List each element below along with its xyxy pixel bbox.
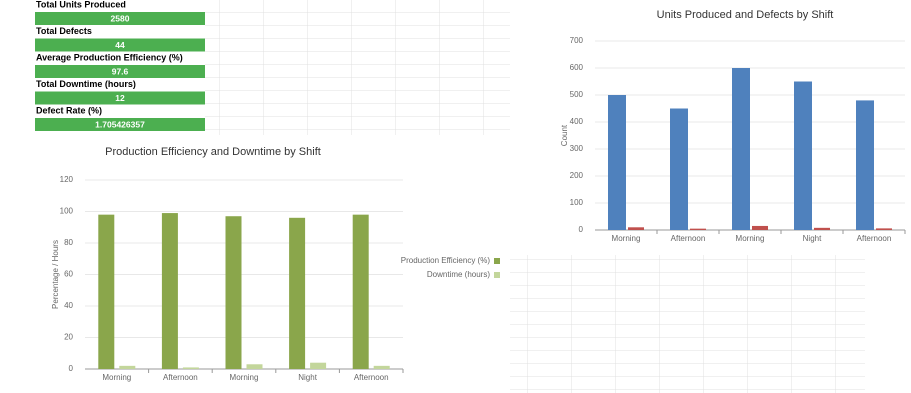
- legend-swatch: [494, 272, 500, 278]
- y-tick-label: 700: [570, 36, 584, 45]
- kpi-value: 2580: [111, 13, 130, 23]
- y-tick-label: 40: [64, 301, 73, 310]
- x-tick-label: Morning: [612, 234, 641, 243]
- kpi-label: Total Units Produced: [36, 0, 126, 9]
- x-tick-label: Afternoon: [163, 373, 198, 382]
- kpi-value: 1.705426357: [95, 119, 145, 129]
- bar: [289, 217, 306, 369]
- bar: [876, 228, 892, 230]
- y-tick-label: 100: [570, 198, 584, 207]
- bar: [608, 95, 626, 230]
- chart-efficiency: Production Efficiency and Downtime by Sh…: [35, 135, 510, 393]
- kpi-cell: [35, 12, 205, 25]
- kpi-block: Total Units Produced 2580 Total Defects 44 A…: [35, 0, 205, 131]
- chart-title: Production Efficiency and Downtime by Sh…: [105, 146, 321, 158]
- y-axis-label: Percentage / Hours: [51, 240, 60, 309]
- bar: [628, 227, 644, 230]
- bar: [246, 364, 263, 369]
- bar: [373, 365, 390, 369]
- y-tick-label: 120: [60, 175, 74, 184]
- bar: [352, 214, 369, 369]
- x-tick-label: Afternoon: [857, 234, 892, 243]
- legend-label: Downtime (hours): [427, 270, 490, 279]
- bar: [310, 362, 327, 369]
- y-axis-label: Count: [560, 124, 569, 146]
- y-tick-label: 80: [64, 238, 73, 247]
- y-tick-label: 0: [579, 225, 584, 234]
- cell-grid: [205, 0, 510, 135]
- legend-swatch: [494, 258, 500, 264]
- bar: [856, 100, 874, 231]
- chart-title: Units Produced and Defects by Shift: [657, 9, 834, 21]
- bar: [98, 214, 115, 369]
- x-tick-label: Afternoon: [354, 373, 389, 382]
- bar: [225, 216, 242, 369]
- kpi-label: Average Production Efficiency (%): [36, 52, 183, 62]
- bar: [119, 365, 136, 369]
- kpi-value: 97.6: [112, 66, 129, 76]
- kpi-cell: [35, 65, 205, 78]
- bar: [161, 213, 178, 369]
- bar: [182, 367, 199, 369]
- bar: [670, 108, 688, 230]
- kpi-cell: [35, 91, 205, 105]
- x-tick-label: Night: [298, 373, 317, 382]
- x-tick-label: Morning: [736, 234, 765, 243]
- bar: [732, 68, 750, 230]
- legend-label: Production Efficiency (%): [401, 256, 491, 265]
- chart-units: Units Produced and Defects by Shift Count…: [510, 0, 911, 250]
- kpi-cell: [35, 38, 205, 52]
- x-tick-label: Night: [803, 234, 822, 243]
- chart-area: [510, 0, 911, 250]
- bar: [752, 225, 768, 230]
- y-tick-label: 20: [64, 333, 73, 342]
- y-tick-label: 500: [570, 90, 584, 99]
- x-tick-label: Afternoon: [671, 234, 706, 243]
- y-tick-label: 300: [570, 144, 584, 153]
- kpi-cell: [35, 118, 205, 131]
- y-tick-label: 200: [570, 171, 584, 180]
- kpi-value: 12: [115, 93, 125, 103]
- y-tick-label: 60: [64, 270, 73, 279]
- cell-grid: [510, 255, 865, 393]
- kpi-value: 44: [115, 40, 125, 50]
- y-tick-label: 100: [60, 207, 74, 216]
- kpi-label: Total Downtime (hours): [36, 79, 136, 89]
- kpi-label: Total Defects: [36, 26, 92, 36]
- y-tick-label: 0: [69, 364, 74, 373]
- x-tick-label: Morning: [102, 373, 131, 382]
- kpi-label: Defect Rate (%): [36, 105, 102, 115]
- bar: [814, 227, 830, 230]
- bar: [690, 228, 706, 230]
- bar: [794, 81, 812, 230]
- y-tick-label: 600: [570, 63, 584, 72]
- x-tick-label: Morning: [230, 373, 259, 382]
- y-tick-label: 400: [570, 117, 584, 126]
